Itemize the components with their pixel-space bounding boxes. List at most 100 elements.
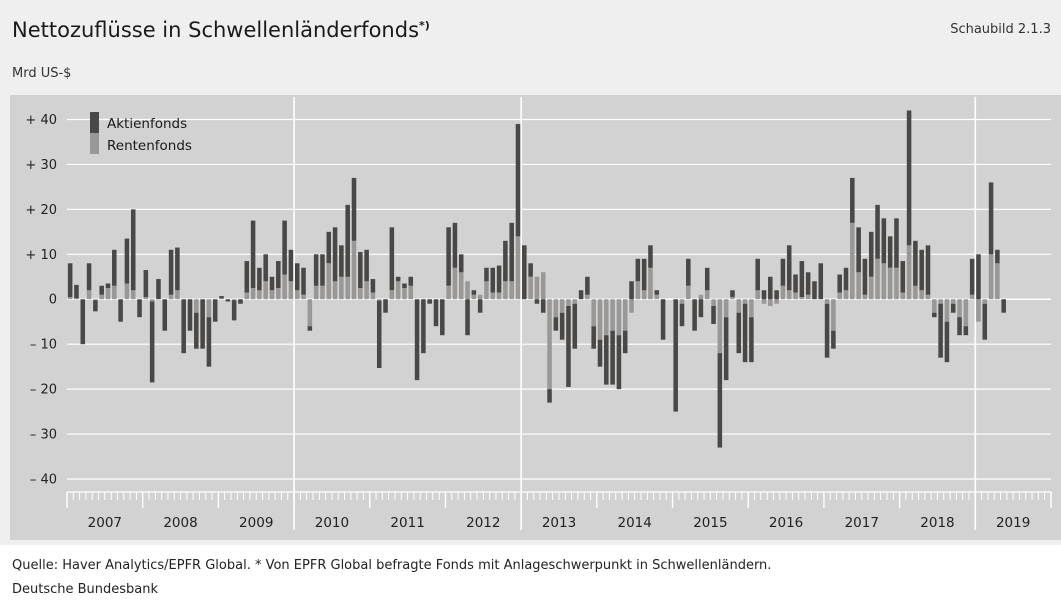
equity-fund-bar (736, 312, 742, 354)
bond-fund-bar (345, 276, 350, 300)
x-tick-label: 2013 (542, 515, 576, 531)
bond-fund-bar (976, 299, 981, 322)
equity-fund-bar (755, 258, 760, 291)
equity-fund-bar (717, 353, 723, 448)
equity-fund-bar (730, 290, 735, 297)
equity-fund-bar (837, 274, 842, 293)
equity-fund-bar (597, 339, 603, 367)
bond-fund-bar (194, 299, 199, 313)
bond-fund-bar (282, 274, 287, 300)
equity-fund-bar (723, 317, 729, 381)
bond-fund-bar (351, 240, 357, 300)
bond-fund-bar (86, 290, 92, 300)
equity-fund-bar (332, 227, 338, 282)
chart-svg: – 40 – 30 – 20 – 10 0 + 10 + 20 + 30 + 40 2007 200… (25, 97, 1052, 531)
bond-fund-bar (698, 294, 704, 300)
bond-fund-bar (307, 299, 313, 327)
bond-fund-bar (269, 290, 275, 300)
bond-fund-bar (250, 288, 256, 300)
bond-fund-bar (963, 299, 969, 327)
grid-layer (67, 97, 1051, 530)
equity-fund-bar (843, 267, 849, 291)
bond-fund-bar (875, 258, 880, 300)
equity-fund-bar (395, 276, 401, 282)
equity-fund-bar (780, 258, 786, 286)
bond-fund-bar (389, 290, 395, 300)
equity-fund-bar (181, 299, 186, 354)
equity-fund-bar (679, 303, 685, 327)
legend-label-equity: Aktienfonds (107, 116, 187, 132)
equity-fund-bar (969, 258, 975, 295)
bond-fund-bar (913, 285, 918, 300)
equity-fund-bar (93, 300, 98, 312)
bond-fund-bar (717, 299, 723, 354)
equity-fund-bar (761, 290, 767, 300)
figure-label: Schaubild 2.1.3 (950, 22, 1051, 37)
equity-fund-bar (559, 312, 565, 340)
bond-fund-bar (276, 288, 281, 300)
bond-fund-bar (635, 281, 641, 300)
equity-fund-bar (610, 330, 615, 385)
equity-fund-bar (276, 261, 281, 289)
equity-fund-bar (641, 258, 647, 291)
equity-fund-bar (963, 326, 969, 336)
equity-fund-bar (389, 227, 395, 291)
bond-fund-bar (294, 290, 300, 300)
equity-fund-bar (673, 299, 678, 412)
bond-fund-bar (616, 299, 622, 336)
equity-fund-bar (219, 296, 224, 299)
bond-fund-bar (301, 294, 306, 300)
equity-fund-bar (578, 290, 584, 300)
equity-fund-bar (162, 299, 168, 331)
equity-fund-bar (856, 227, 861, 273)
bond-fund-bar (175, 290, 180, 300)
bar-layer (67, 110, 1006, 448)
bond-fund-bar (124, 283, 130, 300)
bond-fund-bar (149, 299, 155, 302)
equity-fund-bar (74, 284, 79, 299)
equity-fund-bar (1001, 299, 1006, 313)
bond-fund-bar (654, 294, 660, 300)
bond-fund-bar (452, 267, 458, 300)
bond-fund-bar (370, 292, 376, 300)
bond-fund-bar (263, 281, 268, 300)
bond-fund-bar (944, 299, 950, 322)
equity-fund-bar (408, 276, 414, 286)
bond-fund-bar (761, 299, 767, 304)
equity-fund-bar (862, 258, 868, 295)
bond-fund-bar (395, 281, 401, 300)
bond-fund-bar (805, 294, 811, 300)
equity-fund-bar (711, 305, 716, 324)
bond-fund-bar (774, 299, 779, 304)
x-tick-label: 2016 (769, 515, 803, 531)
equity-fund-bar (957, 317, 962, 336)
x-tick-label: 2015 (693, 515, 727, 531)
equity-fund-bar (868, 231, 874, 277)
bond-fund-bar (736, 299, 742, 313)
equity-fund-bar (320, 254, 325, 286)
bond-fund-bar (99, 294, 104, 300)
y-tick-label: – 20 (30, 383, 57, 398)
equity-fund-bar (774, 290, 779, 300)
equity-fund-bar (288, 249, 294, 282)
equity-fund-bar (452, 222, 458, 268)
bond-fund-bar (339, 276, 344, 300)
equity-fund-bar (112, 249, 117, 286)
bond-fund-bar (471, 294, 477, 300)
equity-fund-bar (496, 265, 502, 293)
bond-fund-bar (559, 299, 565, 313)
equity-fund-bar (414, 299, 420, 381)
bond-fund-bar (244, 292, 250, 300)
equity-fund-bar (402, 283, 407, 289)
equity-fund-bar (686, 258, 691, 286)
equity-fund-bar (648, 245, 653, 268)
bond-fund-bar (868, 276, 874, 300)
y-tick-label: + 10 (25, 248, 57, 263)
equity-fund-bar (793, 274, 798, 293)
equity-fund-bar (704, 267, 710, 291)
source-note: Quelle: Haver Analytics/EPFR Global. * V… (12, 558, 772, 573)
y-tick-label: – 10 (30, 338, 57, 353)
equity-fund-bar (80, 299, 86, 345)
bond-fund-bar (105, 288, 111, 300)
equity-fund-bar (471, 290, 477, 295)
